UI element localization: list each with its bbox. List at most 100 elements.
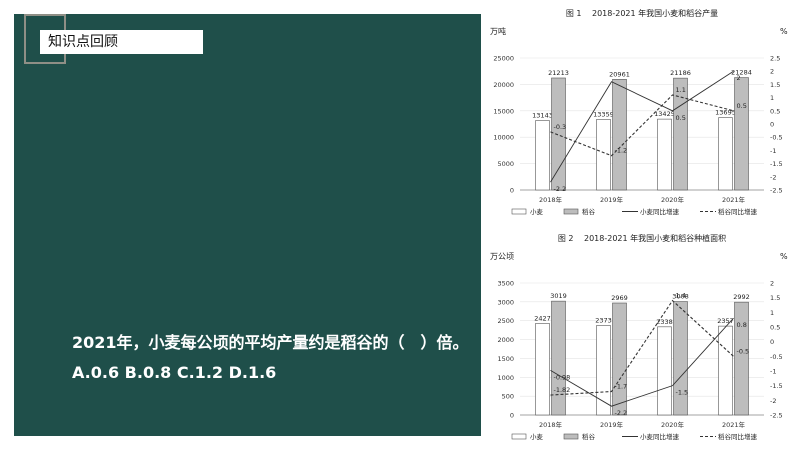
c2-legend-label-3: 稻谷同比增速 [718, 432, 758, 441]
c2-legend-label-1: 稻谷 [582, 432, 596, 441]
c2-category-2: 2020年 [661, 420, 685, 429]
c1-bar-0-0 [535, 120, 550, 191]
c2-bar-1-1 [612, 302, 627, 416]
c2-ytick-right-7: 1 [770, 309, 774, 317]
c1-bar-label-0-3: 13695 [715, 109, 736, 117]
c1-bar-0-3 [718, 117, 733, 191]
c2-ytick-right-0: -2.5 [770, 412, 783, 420]
c1-title: 图 1 2018-2021 年我国小麦和稻谷产量 [566, 8, 718, 18]
c1-line-label-0-3: 2 [737, 74, 741, 82]
c1-ytick-left-4: 20000 [493, 81, 514, 89]
c1-bar-label-0-0: 13143 [532, 112, 553, 120]
c1-ytick-left-0: 0 [510, 187, 514, 195]
c1-bar-1-2 [673, 77, 688, 191]
c2-category-0: 2018年 [539, 420, 563, 429]
c2-legend-label-0: 小麦 [530, 432, 544, 441]
c1-legend-label-1: 稻谷 [582, 207, 596, 216]
c2-ylabel-left: 万公顷 [490, 252, 514, 261]
c1-bar-label-1-3: 21284 [731, 69, 752, 77]
c2-line-label-0-1: -2.2 [615, 409, 628, 417]
c1-bar-label-1-0: 21213 [548, 69, 569, 77]
c2-ytick-right-1: -2 [770, 397, 776, 405]
c1-ytick-right-5: 0 [770, 121, 774, 129]
charts-panel: 图 1 2018-2021 年我国小麦和稻谷产量 万吨% 0 5000 10000 150… [482, 0, 800, 450]
c2-line-label-0-3: 0.8 [737, 321, 747, 329]
slide-panel [14, 14, 481, 436]
c1-line-1 [550, 94, 734, 157]
c1-bar-label-0-1: 13359 [593, 110, 614, 118]
c1-bar-0-1 [596, 119, 611, 191]
c2-line-label-1-1: -1.7 [615, 383, 628, 391]
c2-ytick-left-1: 500 [502, 393, 514, 401]
c1-legend-swatch-1 [563, 208, 579, 215]
c1-ytick-right-2: -1.5 [770, 160, 783, 168]
c2-ytick-right-9: 2 [770, 280, 774, 288]
c2-line-label-1-0: -1.82 [554, 386, 571, 394]
question-text: 2021年，小麦每公顷的平均产量约是稻谷的（ ）倍。 A.0.6 B.0.8 C… [72, 328, 477, 388]
c2-bar-label-1-1: 2969 [611, 294, 628, 302]
c2-ytick-left-6: 3000 [497, 298, 514, 306]
c1-category-2: 2020年 [661, 195, 685, 204]
c2-ytick-left-2: 1000 [497, 374, 514, 382]
c1-legend-label-0: 小麦 [530, 207, 544, 216]
c2-legend-label-2: 小麦同比增速 [640, 432, 680, 441]
c2-ytick-right-4: -0.5 [770, 353, 783, 361]
c1-bar-label-1-2: 21186 [670, 69, 691, 77]
c2-bar-label-0-0: 2427 [534, 314, 551, 322]
c2-line-label-0-2: -1.5 [676, 389, 689, 397]
question-line-1: 2021年，小麦每公顷的平均产量约是稻谷的（ ）倍。 [72, 333, 469, 352]
c1-line-label-1-0: -0.3 [554, 123, 567, 131]
c2-ytick-right-6: 0.5 [770, 324, 780, 332]
c1-ytick-right-1: -2 [770, 173, 776, 181]
c1-line-label-0-2: 0.5 [676, 114, 686, 122]
c1-ylabel-left: 万吨 [490, 26, 506, 36]
c1-bar-1-0 [551, 77, 566, 191]
c1-ytick-right-4: -0.5 [770, 134, 783, 142]
c1-ytick-right-8: 1.5 [770, 81, 780, 89]
c2-line-0 [550, 317, 734, 407]
c1-ytick-left-5: 25000 [493, 55, 514, 63]
c2-bar-1-2 [673, 301, 688, 416]
section-label: 知识点回顾 [40, 30, 203, 54]
c2-line-1 [550, 299, 734, 396]
question-options: A.0.6 B.0.8 C.1.2 D.1.6 [72, 363, 277, 382]
c2-bar-label-0-2: 2338 [656, 318, 673, 326]
c1-category-0: 2018年 [539, 195, 563, 204]
c2-ytick-left-0: 0 [510, 412, 514, 420]
c2-category-1: 2019年 [600, 420, 624, 429]
c1-line-label-1-1: -1.2 [615, 147, 628, 155]
c2-legend-swatch-0 [511, 433, 527, 440]
c2-legend-swatch-1 [563, 433, 579, 440]
c1-legend-label-3: 稻谷同比增速 [718, 207, 758, 216]
c2-bar-0-3 [718, 325, 733, 416]
c1-bar-label-0-2: 13425 [654, 110, 675, 118]
c1-ytick-right-10: 2.5 [770, 55, 780, 63]
c1-legend-label-2: 小麦同比增速 [640, 207, 680, 216]
c2-ytick-right-3: -1 [770, 368, 776, 376]
c1-bar-1-3 [734, 77, 749, 191]
c2-bar-0-1 [596, 325, 611, 416]
c1-ytick-right-6: 0.5 [770, 107, 780, 115]
c2-ytick-right-8: 1.5 [770, 294, 780, 302]
c1-bar-1-1 [612, 79, 627, 191]
c2-ylabel-right: % [780, 252, 788, 261]
c2-bar-0-0 [535, 323, 550, 416]
c2-ytick-left-4: 2000 [497, 336, 514, 344]
c2-ytick-left-7: 3500 [497, 280, 514, 288]
c1-bar-0-2 [657, 118, 672, 191]
c2-line-label-0-0: -0.98 [554, 373, 571, 381]
c2-bar-label-1-2: 3008 [672, 293, 689, 301]
c2-line-label-1-2: 1.4 [676, 292, 686, 300]
c1-ytick-right-9: 2 [770, 68, 774, 76]
c2-category-3: 2021年 [722, 420, 746, 429]
c2-bar-0-2 [657, 326, 672, 416]
c1-ytick-left-1: 5000 [497, 160, 514, 168]
c2-bar-label-0-1: 2373 [595, 317, 612, 325]
c1-line-label-1-3: 0.5 [737, 102, 747, 110]
c2-bar-1-0 [551, 300, 566, 416]
c1-ytick-left-2: 10000 [493, 134, 514, 142]
c2-bar-label-1-3: 2992 [733, 293, 750, 301]
c1-ytick-right-7: 1 [770, 94, 774, 102]
c1-line-label-1-2: 1.1 [676, 86, 686, 94]
